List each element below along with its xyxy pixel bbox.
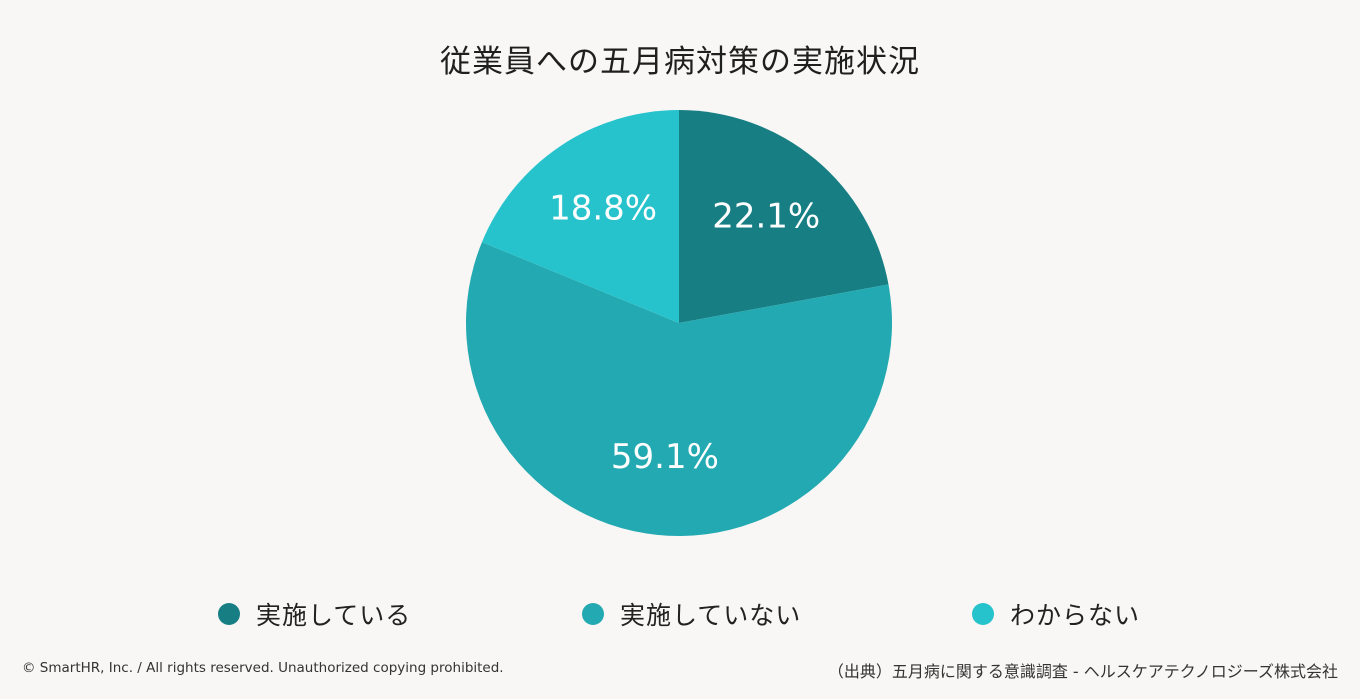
legend-swatch-implementing [218, 603, 240, 625]
legend-swatch-unknown [972, 603, 994, 625]
legend-item-not-implementing: 実施していない [582, 594, 801, 634]
pie-slice-unknown [481, 110, 679, 323]
data-label-implementing: 22.1% [712, 197, 820, 237]
source-citation: （出典）五月病に関する意識調査 - ヘルスケアテクノロジーズ株式会社 [827, 662, 1338, 681]
chart-legend: 実施している 実施していない わからない [0, 594, 1360, 634]
pie-slice-not-implementing [465, 242, 892, 537]
legend-label-not-implementing: 実施していない [620, 601, 802, 630]
data-label-unknown: 18.8% [549, 188, 657, 228]
legend-label-unknown: わからない [1010, 601, 1141, 630]
legend-item-unknown: わからない [972, 594, 1140, 634]
legend-item-implementing: 実施している [218, 594, 411, 634]
chart-title: 従業員への五月病対策の実施状況 [440, 44, 920, 80]
legend-swatch-not-implementing [582, 603, 604, 625]
data-label-not-implementing: 59.1% [611, 437, 719, 477]
legend-label-implementing: 実施している [256, 601, 412, 630]
pie-slice-implementing [679, 110, 889, 323]
copyright-notice: © SmartHR, Inc. / All rights reserved. U… [22, 660, 504, 676]
